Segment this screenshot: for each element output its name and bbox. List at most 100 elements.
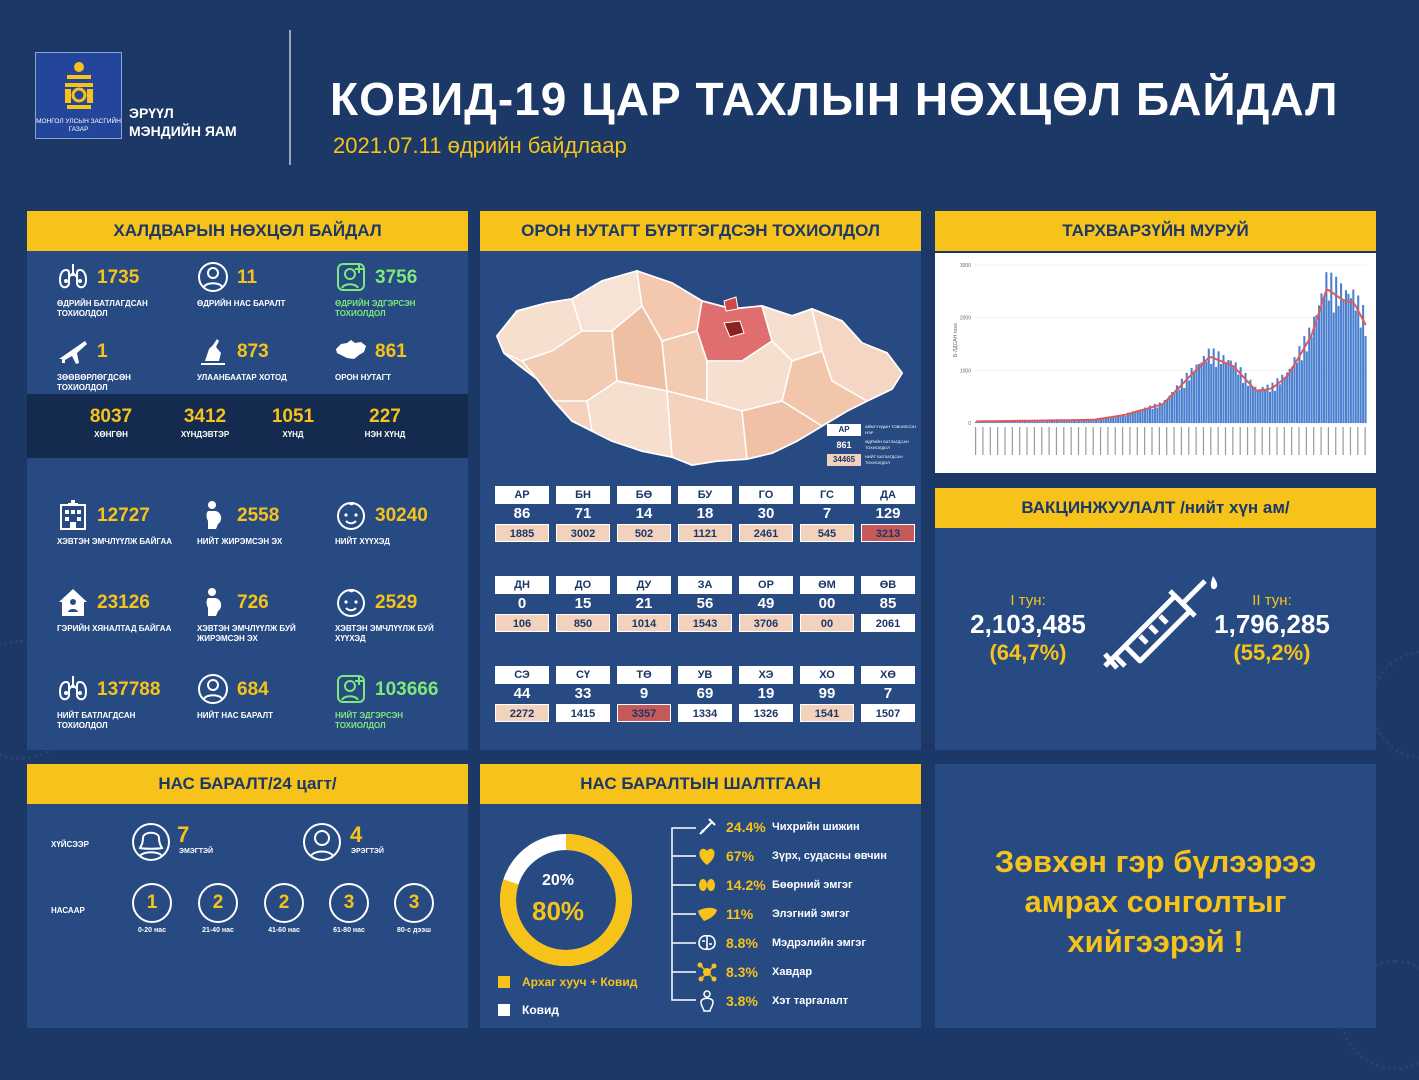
curve-bar bbox=[1242, 383, 1245, 423]
stat-label: ӨДРИЙН БАТЛАГДСАН ТОХИОЛДОЛ bbox=[57, 299, 148, 318]
curve-bar bbox=[1269, 391, 1272, 423]
cause-pct: 8.3% bbox=[726, 964, 758, 980]
province-total: 3002 bbox=[556, 524, 610, 542]
cause-pct: 3.8% bbox=[726, 993, 758, 1009]
epi-curve-chart: Б-ЛДСАН тохи 3000 2000 1000 0 bbox=[953, 263, 1367, 455]
curve-y-tick: 3000 bbox=[960, 263, 971, 269]
curve-bar bbox=[1073, 419, 1076, 423]
vaccination-dose2: II тун: 1,796,285 (55,2%) bbox=[1197, 592, 1347, 666]
curve-bar bbox=[1126, 412, 1129, 423]
donut-chronic-segment bbox=[500, 834, 632, 966]
stat-label: УЛААНБААТАР ХОТОД bbox=[197, 373, 287, 382]
curve-bar bbox=[1261, 386, 1264, 423]
province-cell: АР 86 1885 bbox=[495, 486, 549, 542]
curve-date-tick bbox=[1239, 427, 1241, 455]
curve-date-tick bbox=[1070, 427, 1072, 455]
kidney-icon bbox=[699, 879, 715, 891]
by-age-label: НАСААР bbox=[51, 906, 85, 915]
age-41-60-value: 2 bbox=[264, 883, 304, 923]
stat-value: 103666 bbox=[375, 679, 439, 700]
province-code: ДН bbox=[495, 576, 549, 594]
curve-date-tick bbox=[1364, 427, 1366, 455]
hospital-icon bbox=[60, 500, 86, 530]
curve-y-tick: 2000 bbox=[960, 316, 971, 322]
local-cases-panel: ОРОН НУТАГТ БҮРТГЭГДСЭН ТОХИОЛДОЛ АР АЙМ… bbox=[480, 211, 921, 750]
curve-date-tick bbox=[1357, 427, 1359, 455]
province-daily: 99 bbox=[818, 685, 836, 702]
curve-bar bbox=[1335, 276, 1338, 423]
curve-date-tick bbox=[1232, 427, 1234, 455]
curve-bar bbox=[1188, 380, 1191, 423]
curve-bar bbox=[1232, 365, 1235, 423]
infection-panel: ХАЛДВАРЫН НӨХЦӨЛ БАЙДАЛ 1735 ӨДРИЙН БАТЛ… bbox=[27, 211, 468, 750]
curve-bar bbox=[1082, 419, 1085, 423]
mongolia-map-icon bbox=[336, 340, 366, 359]
curve-date-tick bbox=[1107, 427, 1109, 455]
curve-bar bbox=[1151, 408, 1154, 423]
child-face-icon bbox=[337, 588, 365, 617]
syringe-icon bbox=[1103, 576, 1218, 670]
curve-bar bbox=[1315, 315, 1318, 423]
curve-bar bbox=[1178, 389, 1181, 423]
curve-bar bbox=[1264, 390, 1267, 423]
curve-bar bbox=[1322, 297, 1325, 423]
curve-bar bbox=[1310, 336, 1313, 423]
recovered-person-icon bbox=[337, 675, 365, 703]
curve-bar bbox=[1286, 372, 1289, 423]
curve-date-tick bbox=[1217, 427, 1219, 455]
province-code: ӨВ bbox=[861, 576, 915, 594]
age-80-plus-value: 3 bbox=[394, 883, 434, 923]
soyombo-emblem-icon bbox=[64, 62, 93, 109]
curve-date-tick bbox=[997, 427, 999, 455]
stat-value: 726 bbox=[237, 592, 269, 613]
ministry-line1: ЭРҮҮЛ bbox=[129, 105, 174, 121]
curve-bar bbox=[1288, 368, 1291, 423]
province-cell: ХО 99 1541 bbox=[800, 666, 854, 722]
curve-date-tick bbox=[1114, 427, 1116, 455]
curve-bar bbox=[1354, 310, 1357, 423]
curve-date-tick bbox=[1041, 427, 1043, 455]
curve-bar bbox=[1077, 419, 1080, 423]
curve-bar bbox=[1278, 384, 1281, 423]
stat-label: НИЙТ ЭДГЭРСЭН ТОХИОЛДОЛ bbox=[335, 711, 404, 730]
curve-bar bbox=[1215, 366, 1218, 423]
curve-bar bbox=[1097, 419, 1100, 423]
severity-value: 8037 bbox=[89, 406, 133, 427]
stat-label: ГЭРИЙН ХЯНАЛТАД БАЙГАА bbox=[57, 624, 172, 633]
stat-label: ӨДРИЙН ЭДГЭРСЭН ТОХИОЛДОЛ bbox=[335, 299, 416, 318]
stat-label: ЗӨӨВӨРЛӨГДСӨН ТОХИОЛДОЛ bbox=[57, 373, 131, 392]
curve-bar bbox=[1300, 360, 1303, 423]
infection-panel-title: ХАЛДВАРЫН НӨХЦӨЛ БАЙДАЛ bbox=[27, 211, 468, 251]
curve-bar bbox=[1050, 420, 1053, 423]
curve-bar bbox=[1131, 411, 1134, 423]
province-code: ДА bbox=[861, 486, 915, 504]
male-label: ЭРЭГТЭЙ bbox=[351, 848, 384, 855]
curve-date-tick bbox=[1224, 427, 1227, 455]
curve-y-tick: 0 bbox=[968, 421, 971, 427]
province-daily: 7 bbox=[822, 505, 832, 522]
cause-pct: 24.4% bbox=[726, 819, 766, 835]
legend-covid-label: Ковид bbox=[522, 1003, 560, 1017]
map-region bbox=[586, 380, 673, 458]
province-cell: ДУ 21 1014 bbox=[617, 576, 671, 632]
curve-bar bbox=[1259, 389, 1262, 423]
curve-moving-average bbox=[976, 288, 1367, 423]
curve-bar bbox=[1021, 420, 1024, 423]
child-face-icon bbox=[337, 501, 365, 530]
curve-bar bbox=[1276, 378, 1279, 423]
province-code: СЭ bbox=[495, 666, 549, 684]
deaths-24h-title: НАС БАРАЛТ/24 цагт/ bbox=[27, 764, 468, 804]
lungs-virus-icon bbox=[59, 264, 87, 289]
curve-bar bbox=[1134, 411, 1137, 423]
curve-bar bbox=[1092, 420, 1095, 423]
curve-bar bbox=[1180, 378, 1183, 423]
curve-bar bbox=[1033, 420, 1036, 423]
curve-bar bbox=[1266, 384, 1269, 423]
province-total: 106 bbox=[495, 614, 549, 632]
curve-bar bbox=[1075, 420, 1078, 423]
province-total: 1885 bbox=[495, 524, 549, 542]
province-total: 1543 bbox=[678, 614, 732, 632]
stat-value: 12727 bbox=[97, 505, 150, 526]
severity-label: НЭН ХҮНД bbox=[364, 430, 406, 439]
province-daily: 129 bbox=[875, 505, 901, 522]
